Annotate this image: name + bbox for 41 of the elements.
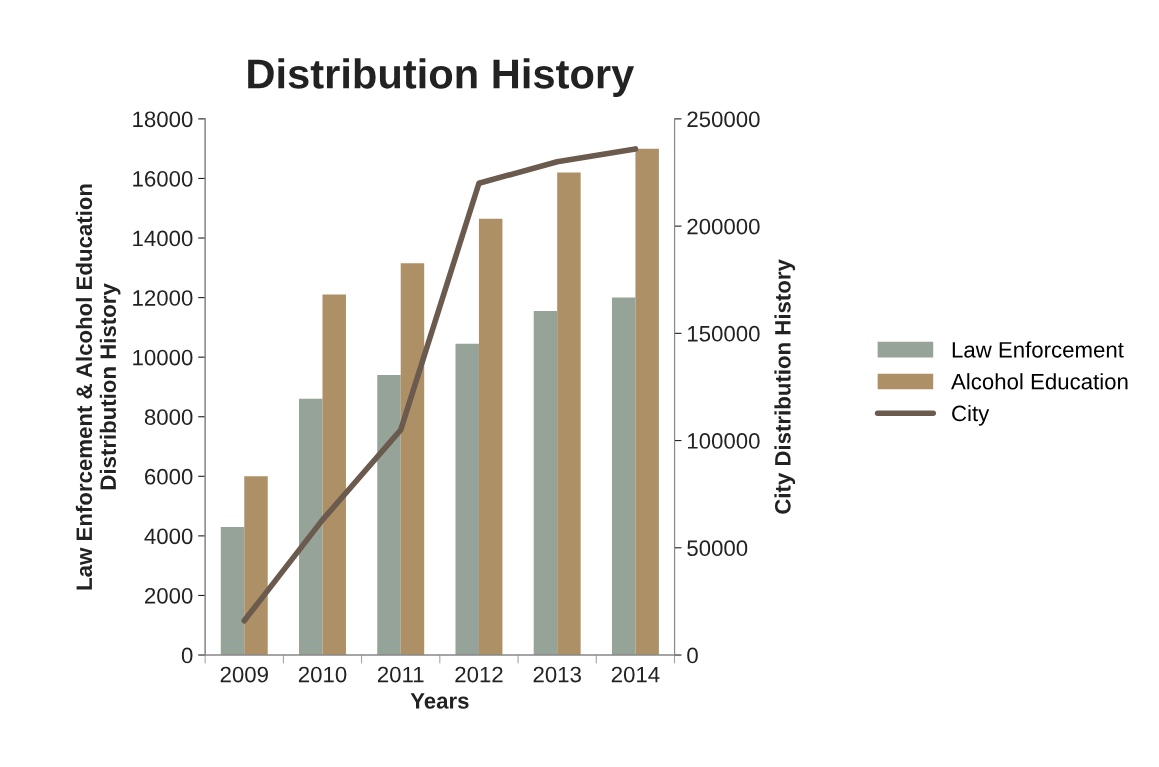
y2-axis-title: City Distribution History xyxy=(774,259,796,514)
y-tick-label: 16000 xyxy=(133,170,193,187)
bar xyxy=(611,297,636,656)
y-tick-label: 10000 xyxy=(133,349,193,366)
y-axis-title: Law Enforcement & Alcohol Education Distribution History xyxy=(75,184,121,590)
y2-tick-label: 100000 xyxy=(688,433,760,449)
y-tick-label: 18000 xyxy=(133,111,193,128)
legend-label: Alcohol Education xyxy=(951,373,1128,390)
y2-tick-label: 50000 xyxy=(687,540,748,557)
y-tick-label: 8000 xyxy=(144,409,193,426)
bar xyxy=(220,526,245,656)
y2-tick-label: 150000 xyxy=(688,325,760,342)
bar xyxy=(377,375,401,656)
x-tick-label: 2009 xyxy=(220,666,268,683)
y-tick-label: 12000 xyxy=(133,290,193,306)
y2-tick-label: 200000 xyxy=(687,218,760,235)
y-tick-label: 0 xyxy=(181,647,193,664)
chart-title: Distribution History xyxy=(248,58,635,97)
y2-tick-label: 0 xyxy=(687,647,698,664)
bar xyxy=(455,343,479,656)
legend-label: Law Enforcement xyxy=(952,341,1124,358)
bar xyxy=(322,294,346,656)
x-tick-label: 2012 xyxy=(455,666,503,683)
bar xyxy=(478,218,503,656)
x-tick-label: 2011 xyxy=(377,666,424,683)
bar xyxy=(557,172,581,656)
bar xyxy=(244,476,268,656)
legend-label: City xyxy=(952,404,990,426)
y-tick-label: 14000 xyxy=(133,230,193,247)
y-tick-label: 2000 xyxy=(145,587,193,604)
x-tick-label: 2013 xyxy=(533,666,581,683)
x-tick-label: 2014 xyxy=(611,666,660,683)
bar xyxy=(299,398,323,656)
x-tick-label: 2010 xyxy=(298,666,347,683)
y-tick-label: 6000 xyxy=(145,468,193,485)
x-axis-title: Years xyxy=(410,693,469,709)
y2-tick-label: 250000 xyxy=(687,111,760,128)
bar xyxy=(533,311,558,656)
bar xyxy=(400,263,425,656)
bar xyxy=(635,148,659,656)
y-tick-label: 4000 xyxy=(144,528,193,545)
